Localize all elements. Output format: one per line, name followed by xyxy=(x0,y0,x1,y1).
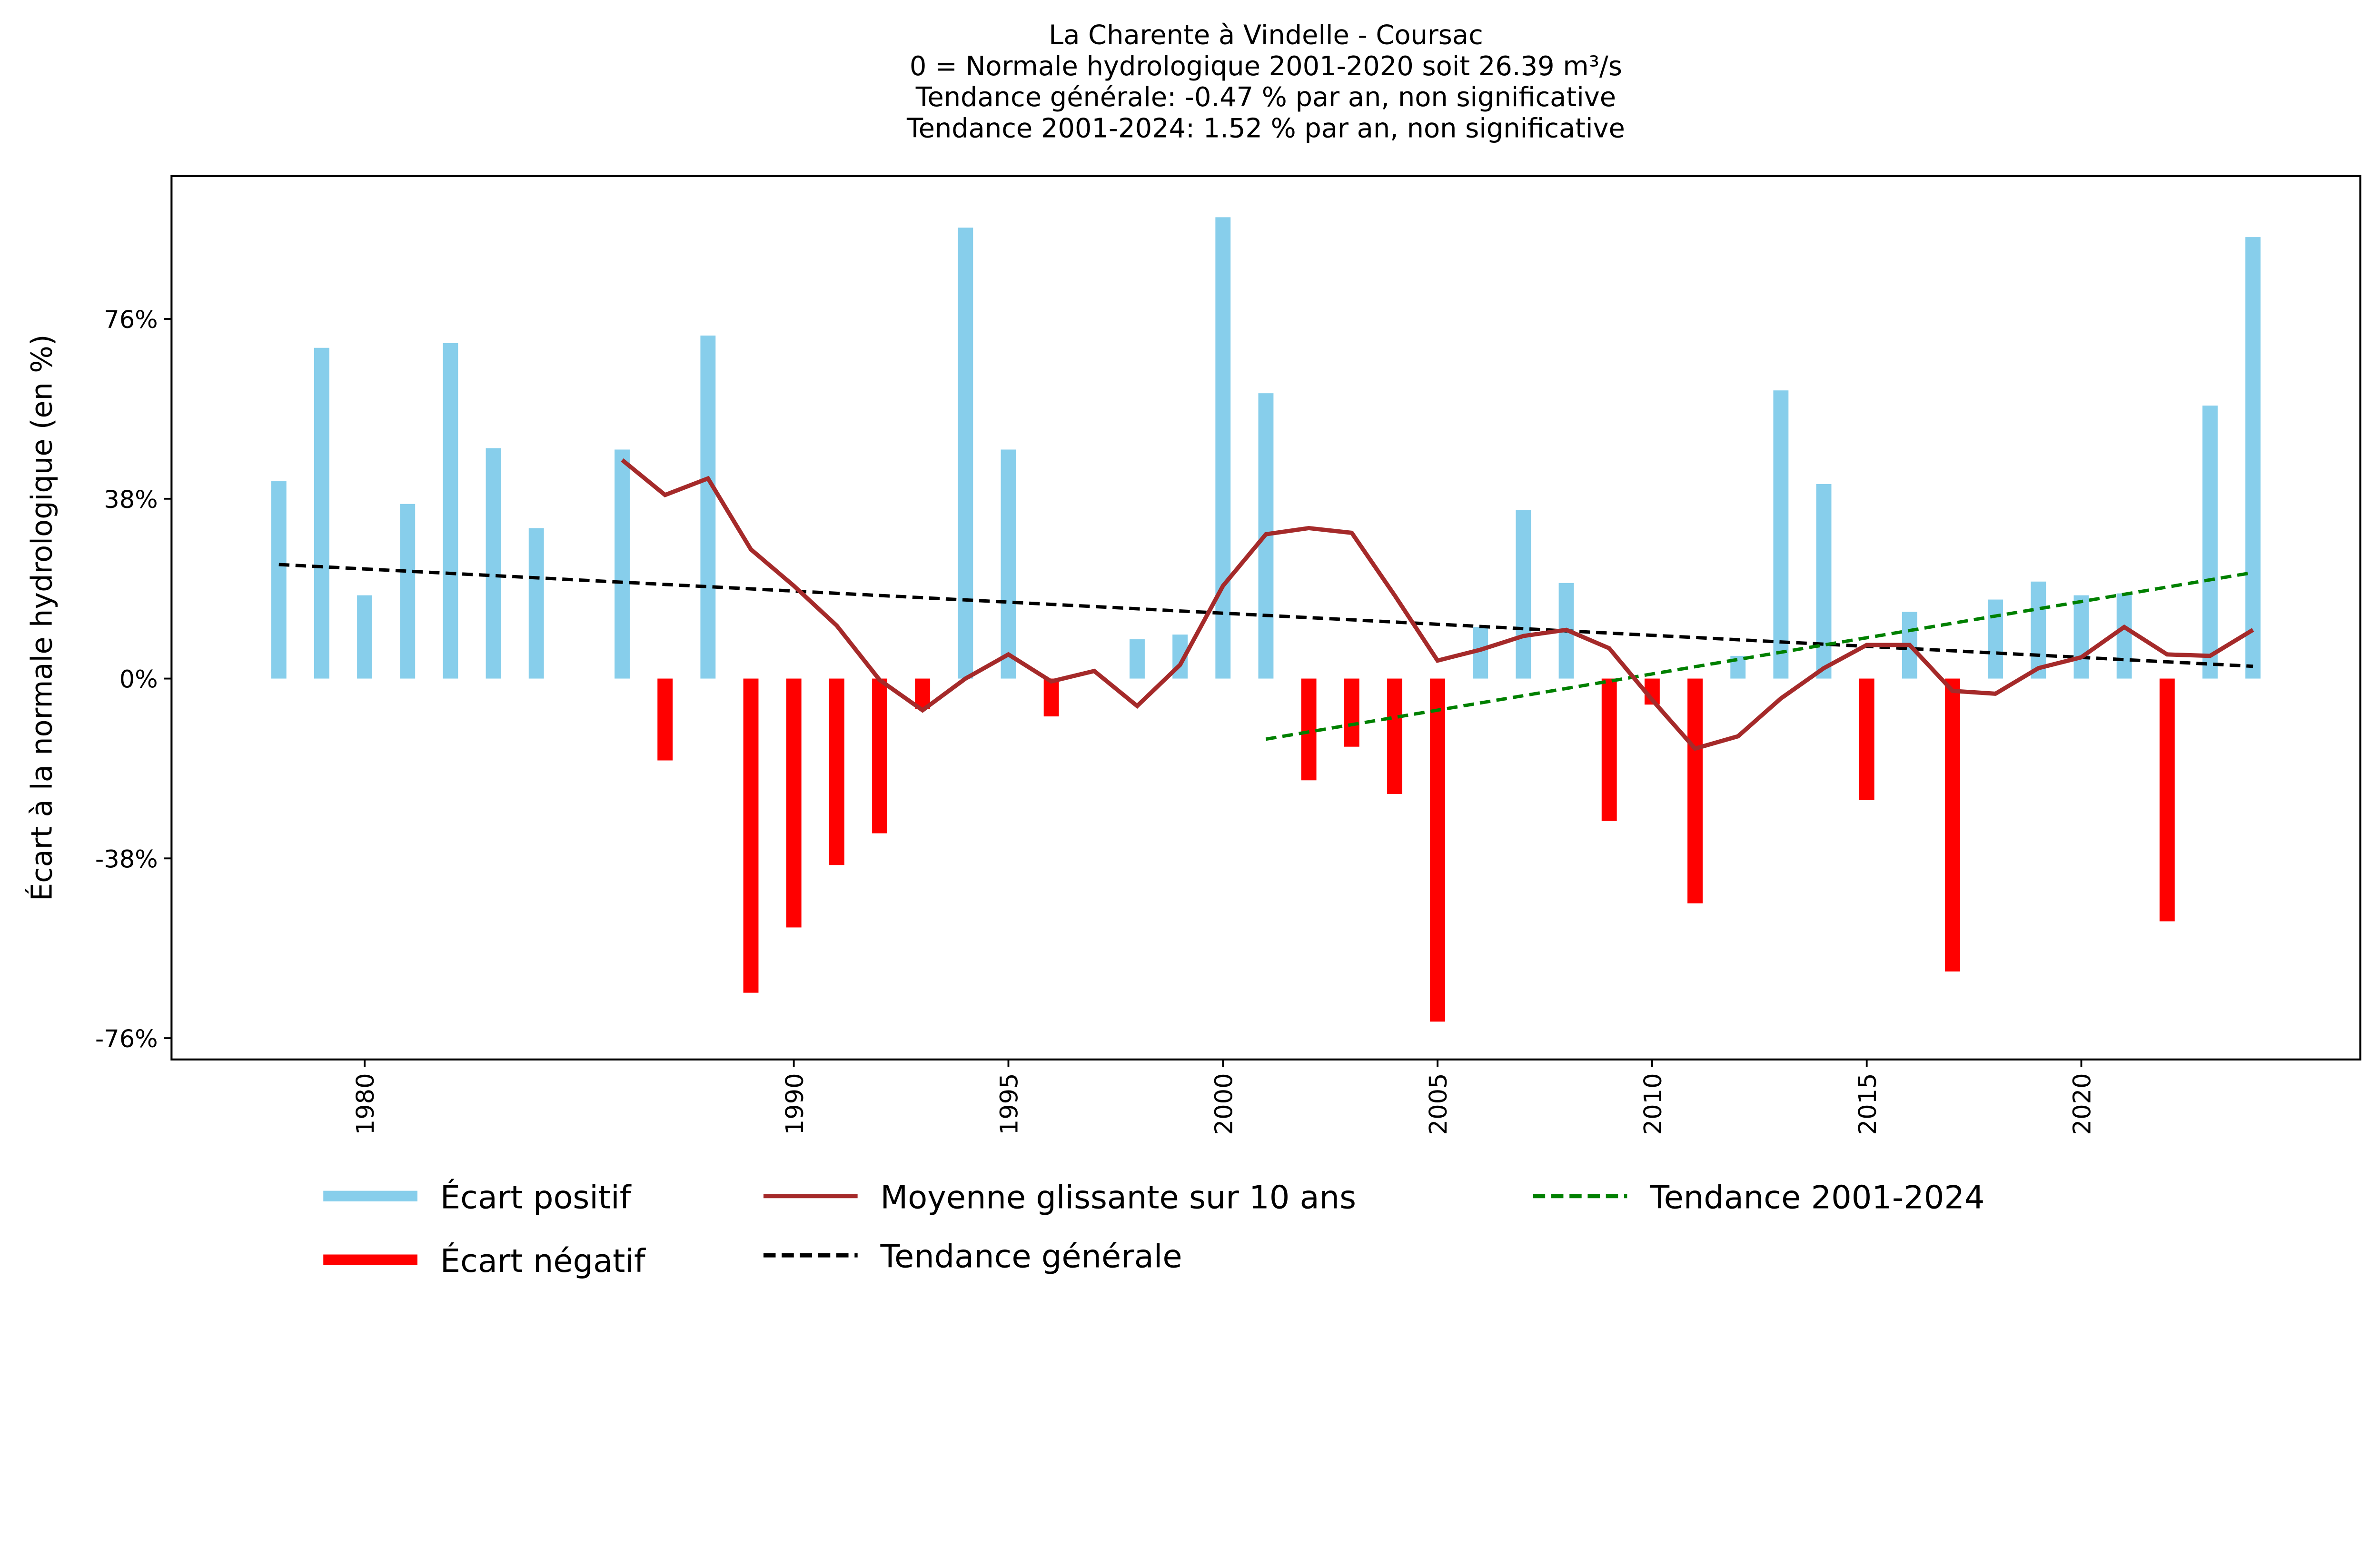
bar-positive xyxy=(443,343,458,679)
bar-negative xyxy=(915,678,931,709)
bar-negative xyxy=(2159,678,2175,922)
bar-positive xyxy=(1001,449,1016,679)
x-tick-label: 2020 xyxy=(2069,1073,2097,1135)
bar-positive xyxy=(1215,217,1231,679)
bar-negative xyxy=(1430,678,1446,1022)
axes-frame xyxy=(170,175,2361,1061)
y-tick-label: 76% xyxy=(104,306,158,334)
bar-positive xyxy=(271,481,287,679)
bar-positive xyxy=(2245,237,2261,679)
bar-positive xyxy=(700,335,716,679)
axes: -76% -38% 0% 38% 76% 1980 1990 1995 2000 2005 2010… xyxy=(24,175,2361,1135)
bar-negative xyxy=(743,678,759,993)
bar-positive xyxy=(1516,510,1531,679)
legend-label: Tendance générale xyxy=(880,1238,1182,1275)
bar-positive xyxy=(1773,390,1789,679)
bar-negative xyxy=(1601,678,1617,821)
trend-recent-line xyxy=(1265,571,2253,741)
bar-negative xyxy=(1687,678,1703,903)
moving-average-line xyxy=(621,458,2254,751)
title-line: La Charente à Vindelle - Coursac xyxy=(1049,20,1483,50)
bar-positive xyxy=(958,228,973,679)
bar-positive xyxy=(528,528,544,679)
y-tick-label: 0% xyxy=(119,666,158,694)
x-tick-label: 1995 xyxy=(996,1073,1024,1135)
trend-general-line xyxy=(278,563,2253,668)
bar-positive xyxy=(2031,581,2046,679)
legend-label: Écart positif xyxy=(440,1178,632,1216)
bar-negative xyxy=(872,678,887,833)
bar-negative xyxy=(786,678,802,928)
bar-positive xyxy=(1130,639,1145,679)
x-tick-label: 2000 xyxy=(1210,1073,1238,1135)
bar-positive xyxy=(486,448,501,679)
bar-negative xyxy=(1043,678,1059,717)
legend-label: Écart négatif xyxy=(440,1242,646,1279)
bar-negative xyxy=(1387,678,1402,794)
title-line: Tendance générale: -0.47 % par an, non s… xyxy=(915,82,1616,113)
bar-positive xyxy=(314,347,329,679)
bar-positive xyxy=(1988,599,2003,679)
bar-positive xyxy=(2073,595,2089,679)
x-tick-label: 2005 xyxy=(1425,1073,1453,1135)
bar-positive xyxy=(2202,406,2218,679)
x-tick-label: 1990 xyxy=(781,1073,809,1135)
legend-label: Tendance 2001-2024 xyxy=(1649,1179,1984,1216)
bar-negative xyxy=(829,678,844,865)
y-tick-label: -38% xyxy=(95,845,158,873)
bar-positive xyxy=(615,449,630,679)
plot-area xyxy=(271,217,2261,1022)
bar-positive xyxy=(357,595,373,679)
y-tick-label: -76% xyxy=(95,1025,158,1053)
bar-negative xyxy=(1301,678,1317,781)
title-line: Tendance 2001-2024: 1.52 % par an, non s… xyxy=(906,113,1625,144)
x-tick-label: 2015 xyxy=(1854,1073,1882,1135)
legend: Écart positif Écart négatif Moyenne glissa… xyxy=(323,1178,1985,1279)
bar-positive xyxy=(1816,484,1832,679)
y-axis-label: Écart à la normale hydrologique (en %) xyxy=(24,335,59,902)
legend-label: Moyenne glissante sur 10 ans xyxy=(880,1179,1356,1216)
x-tick-label: 1980 xyxy=(352,1073,380,1135)
title-line: 0 = Normale hydrologique 2001-2020 soit … xyxy=(910,51,1622,82)
bar-negative xyxy=(1859,678,1874,801)
bar-negative xyxy=(657,678,673,761)
bar-positive xyxy=(400,504,416,679)
y-tick-label: 38% xyxy=(104,486,158,514)
bar-negative xyxy=(1945,678,1960,972)
bar-positive xyxy=(2116,593,2132,679)
x-tick-label: 2010 xyxy=(1639,1073,1667,1135)
bar-negative xyxy=(1344,678,1359,747)
